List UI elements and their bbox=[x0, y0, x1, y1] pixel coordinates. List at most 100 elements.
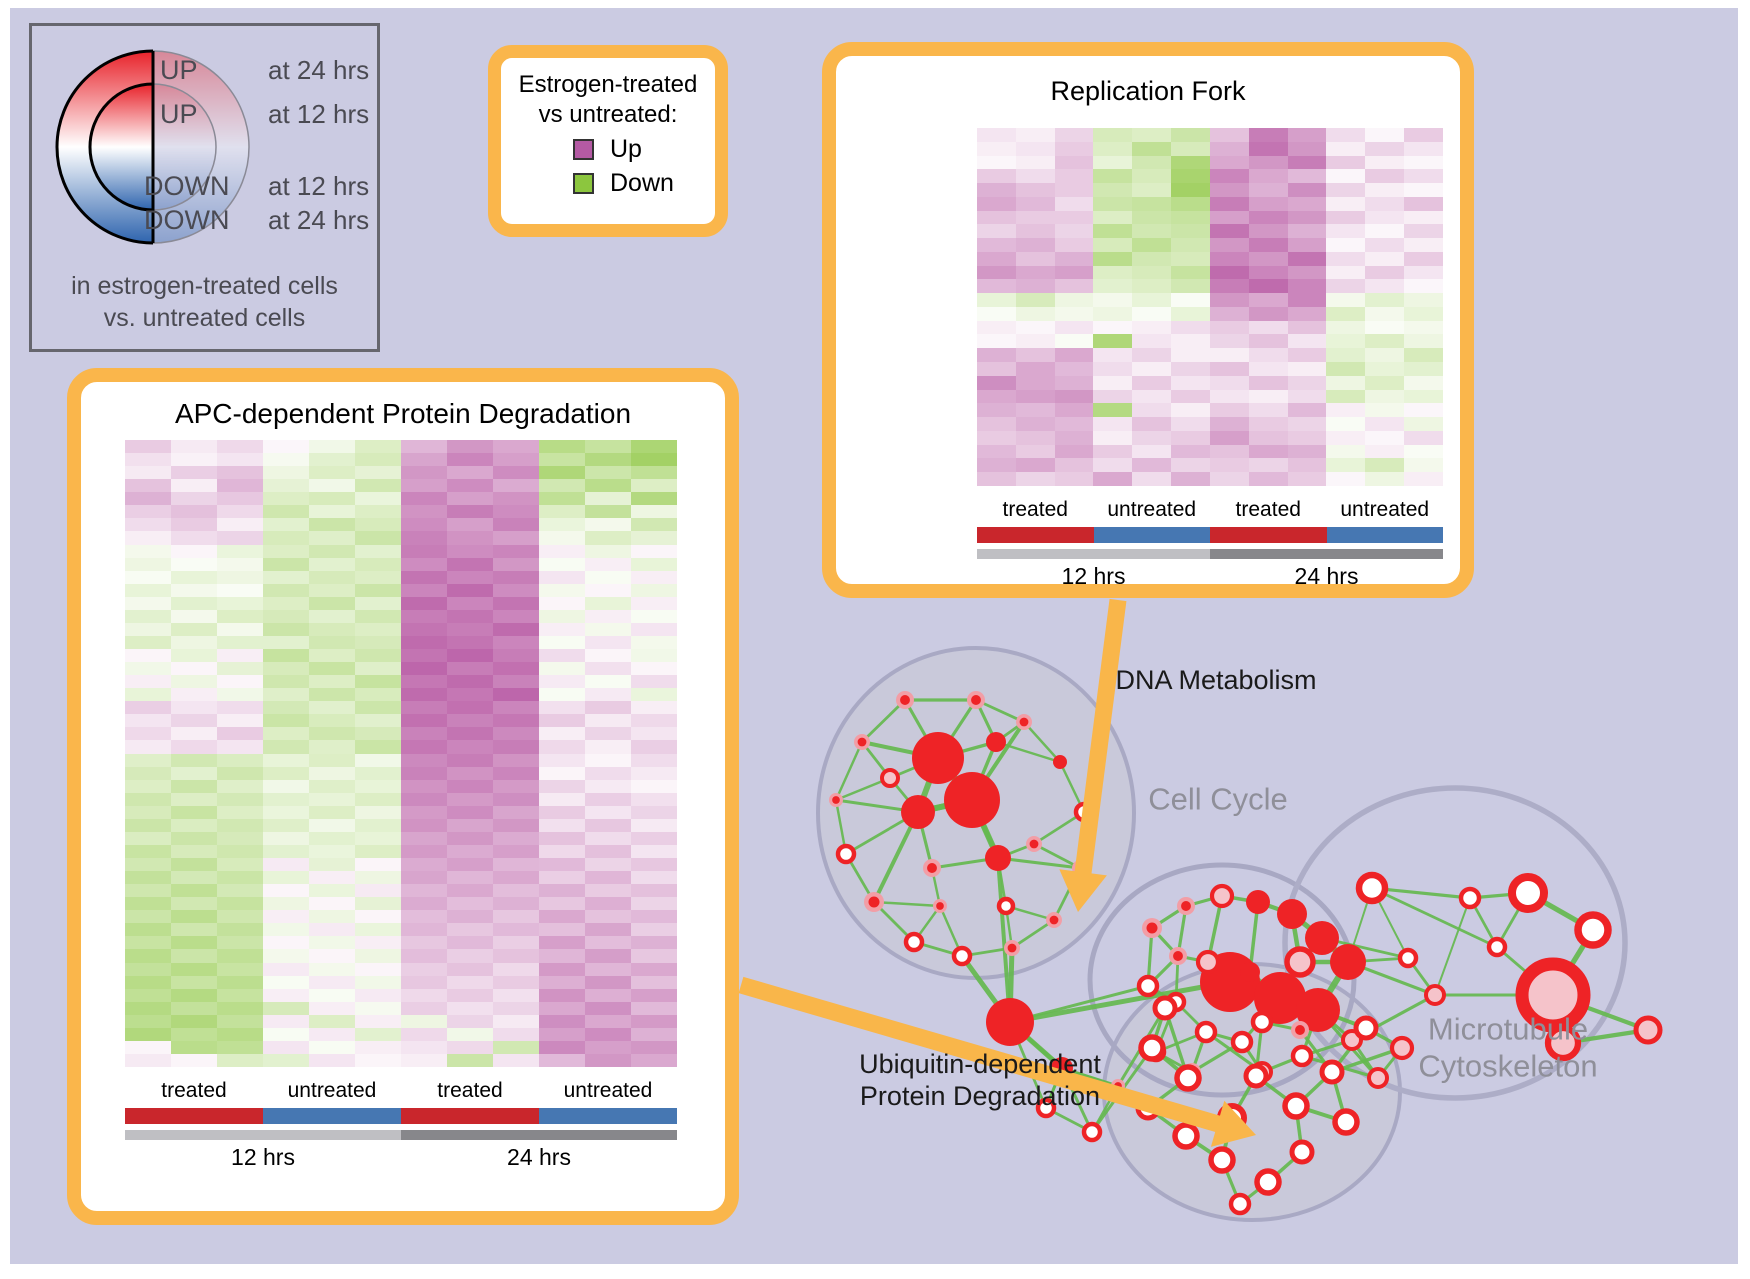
heatmap-cell bbox=[1248, 238, 1288, 252]
heatmap-cell bbox=[493, 688, 539, 702]
heatmap-cell bbox=[585, 714, 631, 728]
heatmap-cell bbox=[263, 884, 309, 898]
replication-fork-panel: Replication Fork treated untreated treated… bbox=[822, 42, 1474, 598]
heatmap-cell bbox=[1365, 210, 1405, 225]
heatmap-cell bbox=[631, 727, 677, 741]
heatmap-cell bbox=[401, 740, 447, 754]
heatmap-cell bbox=[631, 753, 677, 767]
heatmap-cell bbox=[309, 557, 355, 571]
heatmap-cell bbox=[447, 714, 493, 728]
heatmap-cell bbox=[309, 831, 355, 845]
heatmap-cell bbox=[309, 923, 355, 937]
heatmap-cell bbox=[447, 675, 493, 689]
heatmap-cell bbox=[217, 675, 263, 689]
heatmap-cell bbox=[1248, 224, 1288, 239]
down-12-label: DOWN bbox=[144, 171, 230, 201]
down-label: Down bbox=[610, 169, 674, 197]
legend-item-up: Up bbox=[573, 135, 715, 164]
heatmap-cell bbox=[585, 962, 631, 976]
heatmap-cell bbox=[1365, 141, 1405, 156]
heatmap-cell bbox=[447, 962, 493, 976]
heatmap-cell bbox=[125, 701, 171, 715]
connector-arrow-shaft bbox=[738, 976, 1226, 1134]
heatmap-cell bbox=[1209, 458, 1249, 473]
heatmap-cell bbox=[977, 169, 1016, 184]
heatmap-cell bbox=[401, 440, 447, 454]
heatmap-cell bbox=[1132, 362, 1172, 376]
heatmap-cell bbox=[493, 583, 539, 597]
heatmap-cell bbox=[447, 596, 493, 610]
heatmap-cell bbox=[447, 622, 493, 636]
heatmap-cell bbox=[171, 897, 217, 911]
heatmap-cell bbox=[1365, 293, 1405, 307]
heatmap-cell bbox=[631, 818, 677, 832]
heatmap-cell bbox=[977, 210, 1016, 225]
heatmap-cell bbox=[355, 936, 401, 950]
heatmap-cell bbox=[631, 949, 677, 963]
heatmap-cell bbox=[1054, 238, 1094, 252]
heatmap-cell bbox=[585, 635, 631, 649]
gene-node-pink-core bbox=[1633, 1015, 1663, 1045]
heatmap-cell bbox=[493, 1053, 539, 1067]
heatmap-cell bbox=[263, 779, 309, 793]
heatmap-cell bbox=[493, 466, 539, 480]
heatmap-cell bbox=[1093, 430, 1133, 445]
heatmap-cell bbox=[1132, 389, 1172, 404]
condition-bar-segment bbox=[125, 1108, 263, 1124]
heatmap-cell bbox=[355, 818, 401, 832]
heatmap-cell bbox=[631, 701, 677, 715]
heatmap-cell bbox=[1093, 320, 1133, 335]
heatmap-cell bbox=[1365, 375, 1405, 390]
heatmap-cell bbox=[1054, 375, 1094, 390]
heatmap-cell bbox=[217, 858, 263, 872]
heatmap-cell bbox=[217, 635, 263, 649]
heatmap-cell bbox=[1287, 169, 1327, 184]
heatmap-cell bbox=[355, 805, 401, 819]
heatmap-cell bbox=[493, 740, 539, 754]
heatmap-cell bbox=[1054, 362, 1094, 376]
heatmap-cell bbox=[1209, 128, 1249, 142]
heatmap-cell bbox=[401, 910, 447, 924]
heatmap-cell bbox=[539, 688, 585, 702]
heatmap-cell bbox=[1054, 141, 1094, 156]
heatmap-cell bbox=[1093, 458, 1133, 473]
heatmap-cell bbox=[171, 675, 217, 689]
heatmap-cell bbox=[1404, 169, 1443, 184]
heatmap-cell bbox=[401, 1027, 447, 1041]
heatmap-cell bbox=[447, 492, 493, 506]
heatmap-cell bbox=[401, 505, 447, 519]
heatmap-cell bbox=[1365, 444, 1405, 459]
replication-fork-heatmap: treated untreated treated untreated 12 hrs 24… bbox=[977, 128, 1443, 590]
time-color-bar bbox=[125, 1130, 677, 1140]
heatmap-cell bbox=[493, 557, 539, 571]
heatmap-cell bbox=[125, 1053, 171, 1067]
heatmap-cell bbox=[1248, 210, 1288, 225]
heatmap-cell bbox=[355, 649, 401, 663]
heatmap-cell bbox=[977, 472, 1016, 486]
heatmap-cell bbox=[125, 609, 171, 623]
heatmap-cell bbox=[125, 570, 171, 584]
heatmap-cell bbox=[493, 649, 539, 663]
heatmap-cell bbox=[493, 975, 539, 989]
heatmap-cell bbox=[447, 479, 493, 493]
heatmap-cell bbox=[1171, 430, 1210, 445]
heatmap-cell bbox=[401, 988, 447, 1002]
heatmap-cell bbox=[1248, 128, 1288, 142]
heatmap-cell bbox=[355, 596, 401, 610]
heatmap-cell bbox=[1248, 320, 1288, 335]
heatmap-cell bbox=[1132, 224, 1172, 239]
heatmap-cell bbox=[1132, 251, 1172, 266]
heatmap-cell bbox=[539, 570, 585, 584]
network-edge bbox=[1033, 842, 1081, 870]
network-edge bbox=[1371, 886, 1471, 900]
heatmap-cell bbox=[171, 779, 217, 793]
heatmap-cell bbox=[355, 609, 401, 623]
heatmap-cell bbox=[217, 727, 263, 741]
gene-node-solid bbox=[901, 795, 935, 829]
heatmap-cell bbox=[1365, 169, 1405, 184]
gene-node-ring bbox=[1172, 1122, 1200, 1150]
heatmap-cell bbox=[1132, 169, 1172, 184]
heatmap-cell bbox=[125, 818, 171, 832]
heatmap-cell bbox=[125, 1001, 171, 1015]
heatmap-cell bbox=[263, 923, 309, 937]
